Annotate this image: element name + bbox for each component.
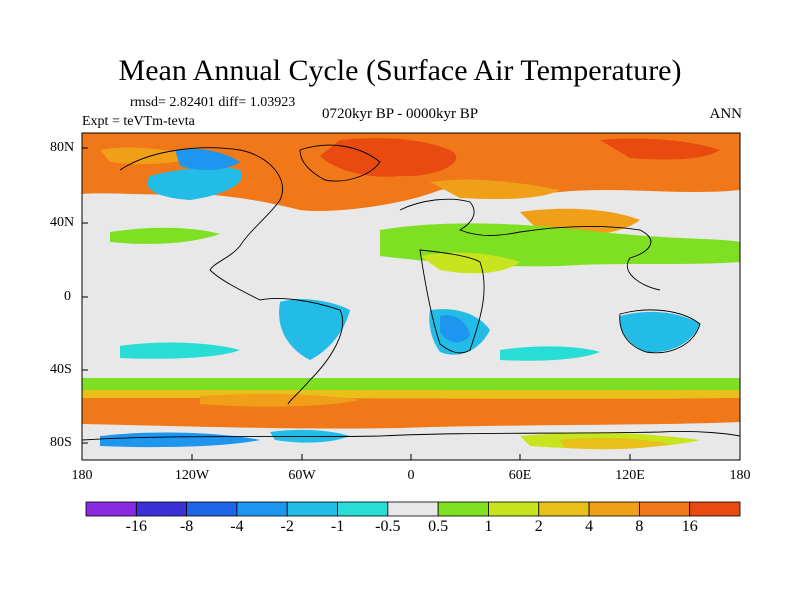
colorbar-swatch xyxy=(538,501,590,517)
y-tick-label: 80N xyxy=(50,140,75,155)
colorbar-label: -1 xyxy=(330,518,345,535)
colorbar-label: 8 xyxy=(635,518,644,535)
y-tick-label: 40N xyxy=(50,215,75,230)
coastlines xyxy=(82,144,740,441)
colorbar-label: 0.5 xyxy=(428,518,449,535)
experiment-label: Expt = teVTm-tevta xyxy=(82,114,195,129)
x-tick-label: 60E xyxy=(508,468,532,483)
colorbar-label: -8 xyxy=(179,518,194,535)
colorbar-label: 4 xyxy=(585,518,594,535)
colorbar-label: -2 xyxy=(280,518,294,535)
colorbar-swatch xyxy=(437,501,489,517)
colorbar-label: 16 xyxy=(681,518,698,535)
colorbar xyxy=(85,501,741,517)
x-tick-label: 60W xyxy=(288,468,316,483)
y-tick-label: 80S xyxy=(50,435,72,450)
x-tick-label: 180 xyxy=(729,468,751,483)
colorbar-swatch xyxy=(186,501,238,517)
colorbar-swatch xyxy=(638,501,691,517)
colorbar-swatch xyxy=(135,501,188,517)
x-tick-label: 180 xyxy=(71,468,93,483)
stats-text: rmsd= 2.82401 diff= 1.03923 xyxy=(130,95,296,110)
colorbar-swatch xyxy=(236,501,288,517)
colorbar-label: 2 xyxy=(534,518,543,535)
x-tick-label: 0 xyxy=(407,468,415,483)
colorbar-swatch xyxy=(337,501,389,517)
colorbar-swatch xyxy=(689,501,741,517)
temperature-field xyxy=(82,133,740,460)
colorbar-swatch xyxy=(387,501,439,517)
season-label: ANN xyxy=(709,106,743,122)
y-tick-label: 0 xyxy=(64,289,71,304)
colorbar-swatch xyxy=(488,501,540,517)
colorbar-swatch xyxy=(286,501,338,517)
plot-title: Mean Annual Cycle (Surface Air Temperatu… xyxy=(118,54,682,87)
colorbar-label: -0.5 xyxy=(375,518,401,535)
colorbar-label: 1 xyxy=(484,518,493,535)
colorbar-swatch xyxy=(588,501,640,517)
colorbar-label: -16 xyxy=(125,518,147,535)
period-label: 0720kyr BP - 0000kyr BP xyxy=(322,106,479,122)
x-tick-label: 120E xyxy=(615,468,645,483)
colorbar-label: -4 xyxy=(230,518,244,535)
colorbar-swatch xyxy=(85,501,137,517)
y-tick-label: 40S xyxy=(50,362,72,377)
x-tick-label: 120W xyxy=(174,468,210,483)
